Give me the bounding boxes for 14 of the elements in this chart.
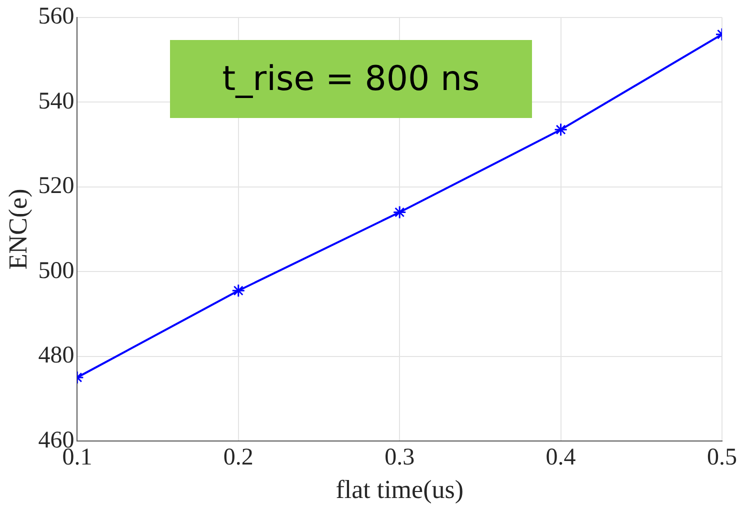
y-axis-title: ENC(e)	[3, 188, 32, 270]
y-tick-label: 500	[38, 258, 74, 284]
annotation: t_rise = 800 ns	[170, 40, 532, 118]
y-tick-label: 480	[38, 342, 74, 369]
x-tick-label: 0.5	[707, 444, 737, 471]
point	[392, 206, 406, 220]
x-tick-label: 0.4	[546, 444, 576, 471]
y-tick-label: 520	[38, 173, 74, 200]
y-tick-label: 560	[38, 4, 74, 30]
x-tick-label: 0.3	[384, 444, 415, 471]
x-tick-label: 0.2	[223, 444, 254, 471]
point	[232, 284, 246, 298]
x-axis-title: flat time(us)	[336, 475, 464, 504]
y-tick-label: 540	[38, 88, 74, 114]
